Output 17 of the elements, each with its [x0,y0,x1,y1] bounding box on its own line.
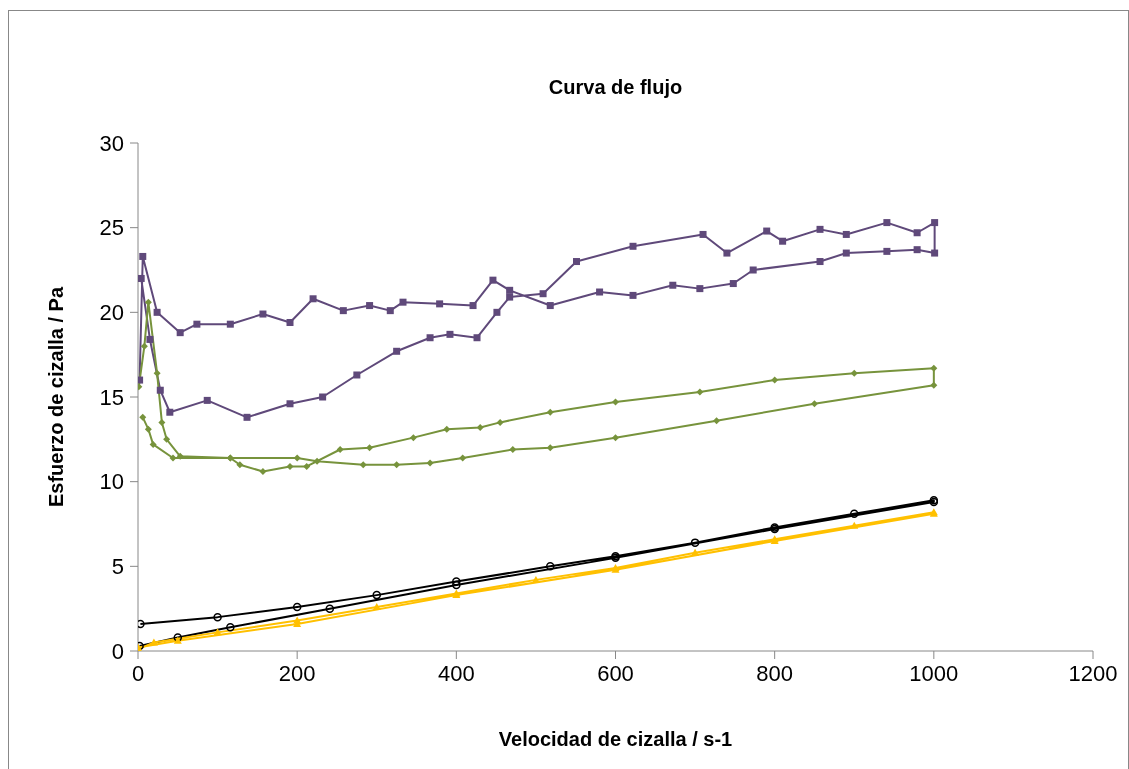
x-tick-label: 600 [597,660,634,686]
y-tick-label: 5 [111,554,124,580]
y-tick-label: 10 [99,469,124,495]
y-tick-label: 15 [99,384,124,410]
x-tick-label: 800 [756,660,794,686]
chart-title: Curva de flujo [547,76,684,99]
x-axis-title: Velocidad de cizalla / s-1 [497,728,734,751]
y-axis-title: Esfuerzo de cizalla / Pa [44,286,68,508]
y-tick-label: 20 [99,300,124,326]
y-tick-label: 30 [99,130,124,156]
x-tick-label: 400 [437,660,475,686]
x-tick-label: 1200 [1068,660,1118,686]
x-tick-label: 0 [131,660,145,686]
x-tick-label: 1000 [909,660,959,686]
y-tick-label: 25 [99,215,124,241]
x-tick-label: 200 [278,660,316,686]
y-tick-label: 0 [111,638,124,664]
